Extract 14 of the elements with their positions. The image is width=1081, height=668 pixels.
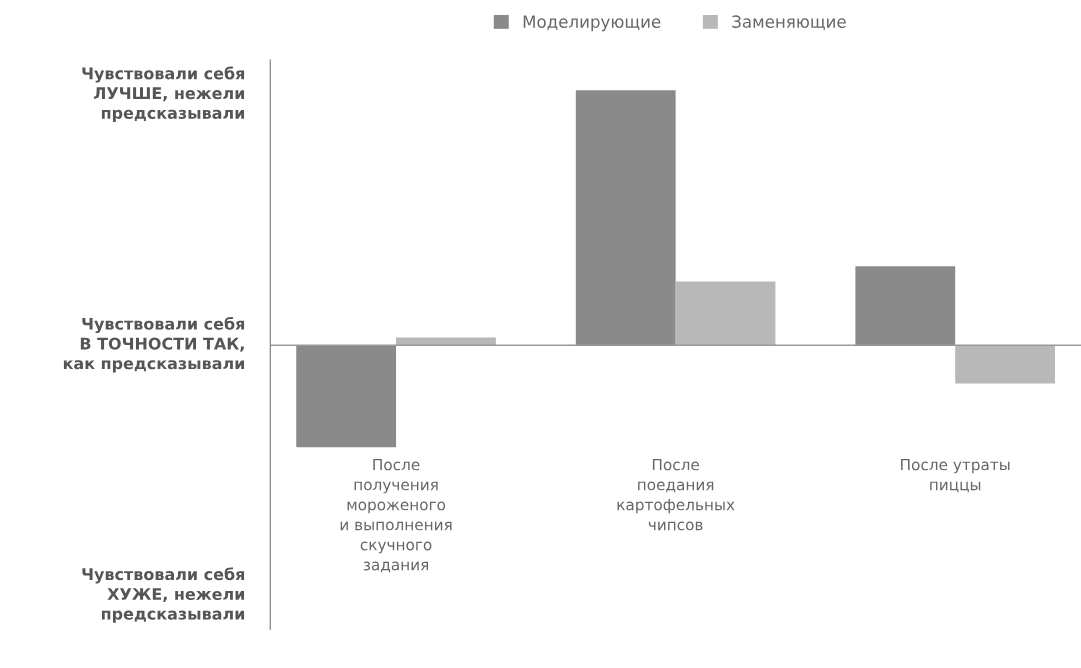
legend-label: Заменяющие bbox=[732, 15, 846, 30]
x-tick-label: После утраты пиццы bbox=[901, 458, 1010, 493]
text: Чувствовали себя В ТОЧНОСТИ ТАК, как предсказывали bbox=[63, 316, 245, 373]
x-tick-label: После поедания картофельных чипсов bbox=[617, 458, 735, 531]
bar bbox=[675, 281, 776, 346]
bar bbox=[955, 345, 1055, 384]
bar bbox=[575, 90, 676, 346]
bar bbox=[855, 266, 956, 346]
x-tick-label: После получения мороженого и выполнения скучного задания bbox=[340, 458, 452, 573]
text: Чувствовали себя ХУЖЕ, нежели предсказывали bbox=[82, 567, 245, 623]
legend-label: Моделирующие bbox=[523, 15, 661, 32]
bar bbox=[296, 345, 397, 448]
text: Чувствовали себя ЛУЧШЕ, нежели предсказывали bbox=[82, 66, 245, 123]
bar bbox=[396, 337, 496, 346]
